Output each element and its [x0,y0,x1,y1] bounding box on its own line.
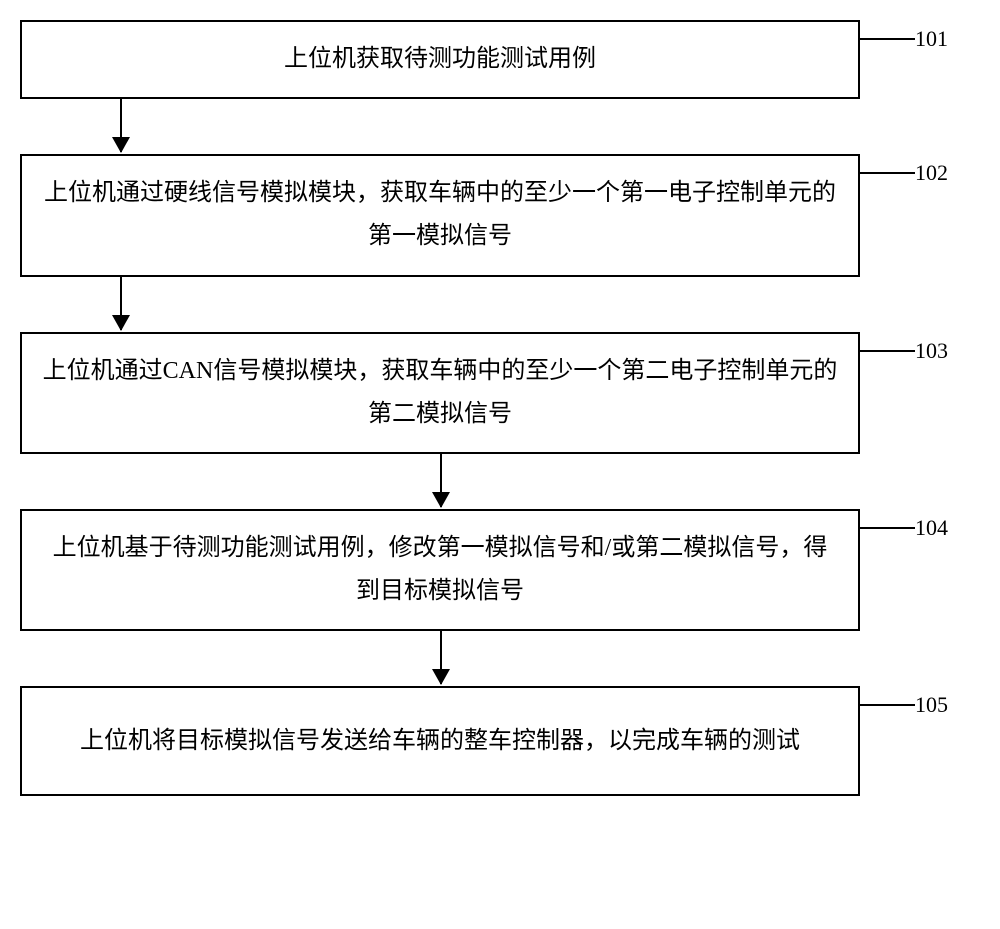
step-text: 上位机通过CAN信号模拟模块，获取车辆中的至少一个第二电子控制单元的第二模拟信号 [42,350,838,436]
step-label: 104 [915,515,948,541]
flowchart-arrow [20,99,980,154]
flowchart-arrow [20,454,980,509]
step-box: 上位机基于待测功能测试用例，修改第一模拟信号和/或第二模拟信号，得到目标模拟信号 [20,509,860,631]
flowchart-container: 上位机获取待测功能测试用例 101 上位机通过硬线信号模拟模块，获取车辆中的至少一个… [20,20,980,796]
step-box: 上位机通过CAN信号模拟模块，获取车辆中的至少一个第二电子控制单元的第二模拟信号 [20,332,860,454]
flowchart-step: 上位机获取待测功能测试用例 101 [20,20,980,99]
step-label-connector [860,527,915,529]
step-label-connector [860,172,915,174]
flowchart-arrow [20,631,980,686]
step-text: 上位机基于待测功能测试用例，修改第一模拟信号和/或第二模拟信号，得到目标模拟信号 [42,527,838,613]
arrow-line [120,277,122,330]
flowchart-step: 上位机基于待测功能测试用例，修改第一模拟信号和/或第二模拟信号，得到目标模拟信号… [20,509,980,631]
step-label-connector [860,350,915,352]
step-box: 上位机获取待测功能测试用例 [20,20,860,99]
step-box: 上位机通过硬线信号模拟模块，获取车辆中的至少一个第一电子控制单元的第一模拟信号 [20,154,860,276]
arrow-head-icon [432,669,450,685]
step-label: 101 [915,26,948,52]
arrow-line [440,454,442,507]
flowchart-arrow [20,277,980,332]
step-label: 103 [915,338,948,364]
flowchart-step: 上位机通过硬线信号模拟模块，获取车辆中的至少一个第一电子控制单元的第一模拟信号 1… [20,154,980,276]
arrow-head-icon [112,137,130,153]
arrow-line [120,99,122,152]
arrow-head-icon [112,315,130,331]
step-box: 上位机将目标模拟信号发送给车辆的整车控制器，以完成车辆的测试 [20,686,860,796]
step-label-connector [860,38,915,40]
step-label: 102 [915,160,948,186]
flowchart-step: 上位机通过CAN信号模拟模块，获取车辆中的至少一个第二电子控制单元的第二模拟信号… [20,332,980,454]
arrow-line [440,631,442,684]
arrow-head-icon [432,492,450,508]
flowchart-step: 上位机将目标模拟信号发送给车辆的整车控制器，以完成车辆的测试 105 [20,686,980,796]
step-label: 105 [915,692,948,718]
step-text: 上位机将目标模拟信号发送给车辆的整车控制器，以完成车辆的测试 [80,720,800,763]
step-label-connector [860,704,915,706]
step-text: 上位机获取待测功能测试用例 [284,38,596,81]
step-text: 上位机通过硬线信号模拟模块，获取车辆中的至少一个第一电子控制单元的第一模拟信号 [42,172,838,258]
